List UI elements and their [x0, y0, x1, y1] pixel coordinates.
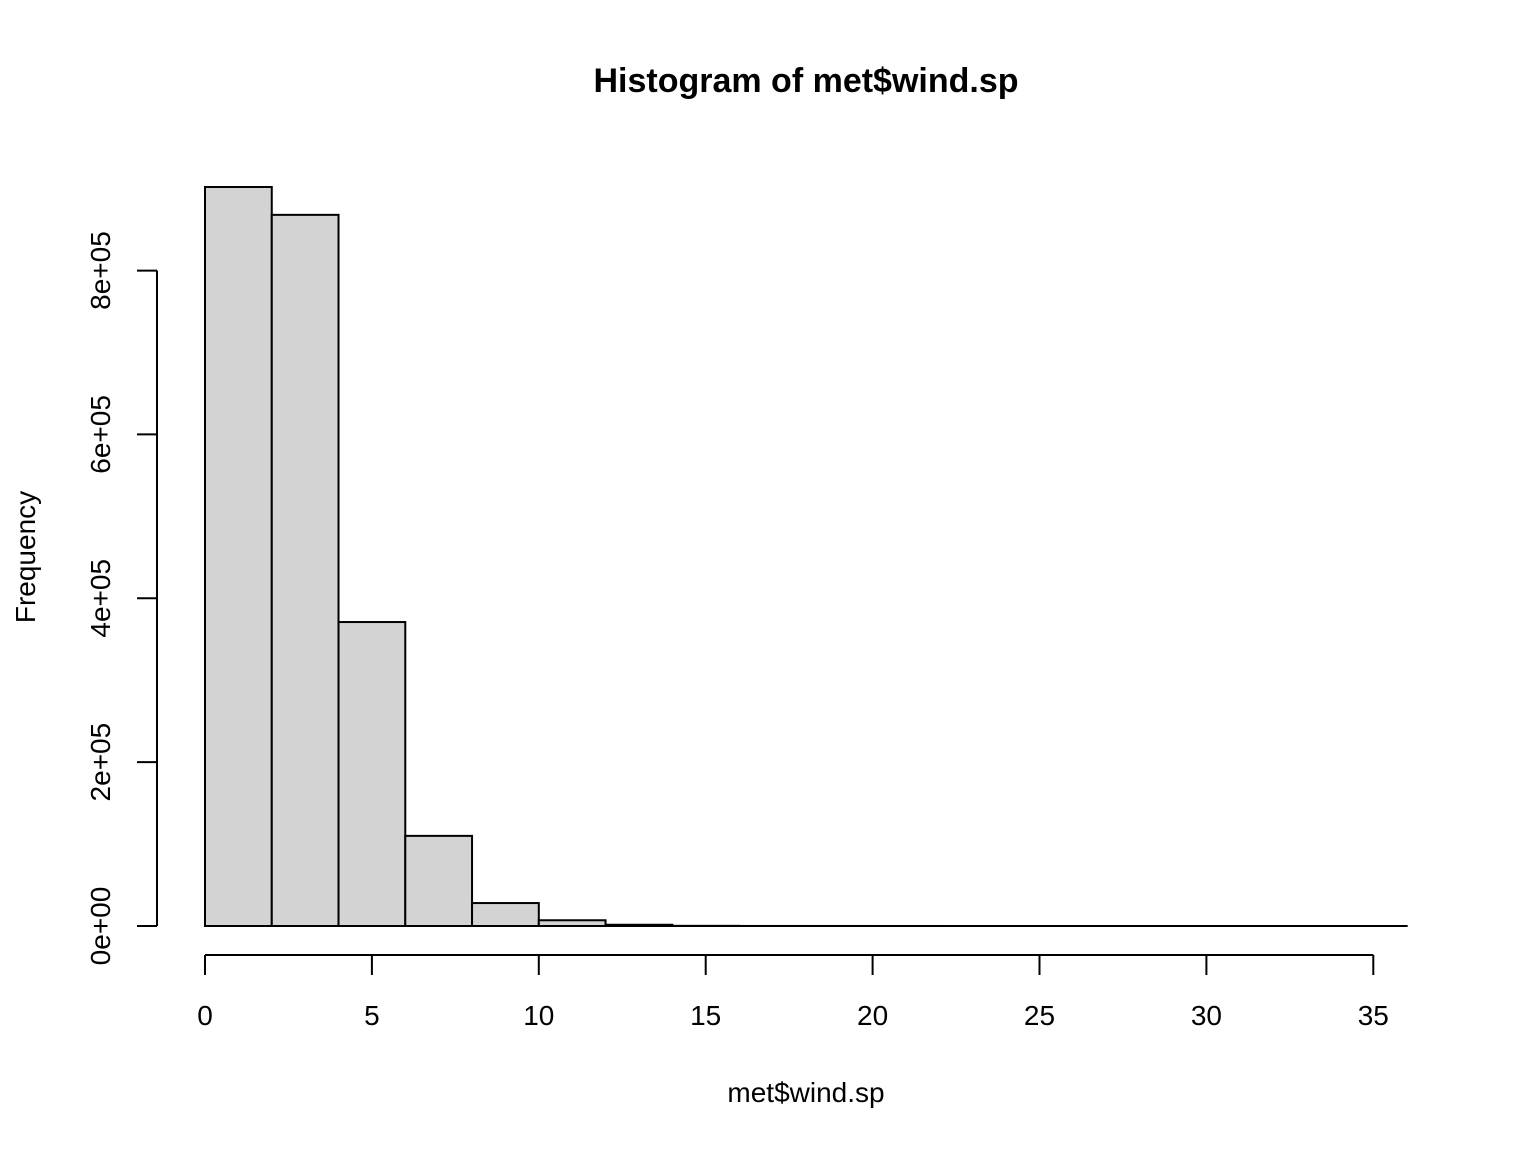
x-tick-label-6: 30: [1191, 1000, 1222, 1031]
x-tick-label-1: 5: [364, 1000, 380, 1031]
y-tick-label-1: 2e+05: [85, 723, 116, 802]
y-axis: 0e+00 2e+05 4e+05 6e+05 8e+05: [85, 231, 158, 966]
x-axis: 0 5 10 15 20 25 30 35: [197, 954, 1389, 1031]
y-axis-label: Frequency: [10, 491, 41, 623]
x-axis-label: met$wind.sp: [727, 1077, 884, 1108]
x-tick-label-4: 20: [857, 1000, 888, 1031]
histogram-bar-1: [270, 213, 340, 927]
histogram-bar-4: [471, 902, 540, 928]
histogram-bar-2: [337, 621, 407, 927]
y-tick-label-2: 4e+05: [85, 559, 116, 638]
chart-title: Histogram of met$wind.sp: [593, 62, 1018, 100]
histogram-bar-3: [404, 834, 474, 927]
y-tick-label-4: 8e+05: [85, 231, 116, 310]
x-tick-label-5: 25: [1024, 1000, 1055, 1031]
y-tick-label-0: 0e+00: [85, 887, 116, 966]
x-tick-label-2: 10: [523, 1000, 554, 1031]
y-tick-label-3: 6e+05: [85, 395, 116, 474]
x-tick-label-7: 35: [1358, 1000, 1389, 1031]
bars-group: [204, 186, 1408, 928]
x-tick-label-3: 15: [690, 1000, 721, 1031]
histogram-bar-0: [204, 186, 273, 927]
x-tick-label-0: 0: [197, 1000, 213, 1031]
